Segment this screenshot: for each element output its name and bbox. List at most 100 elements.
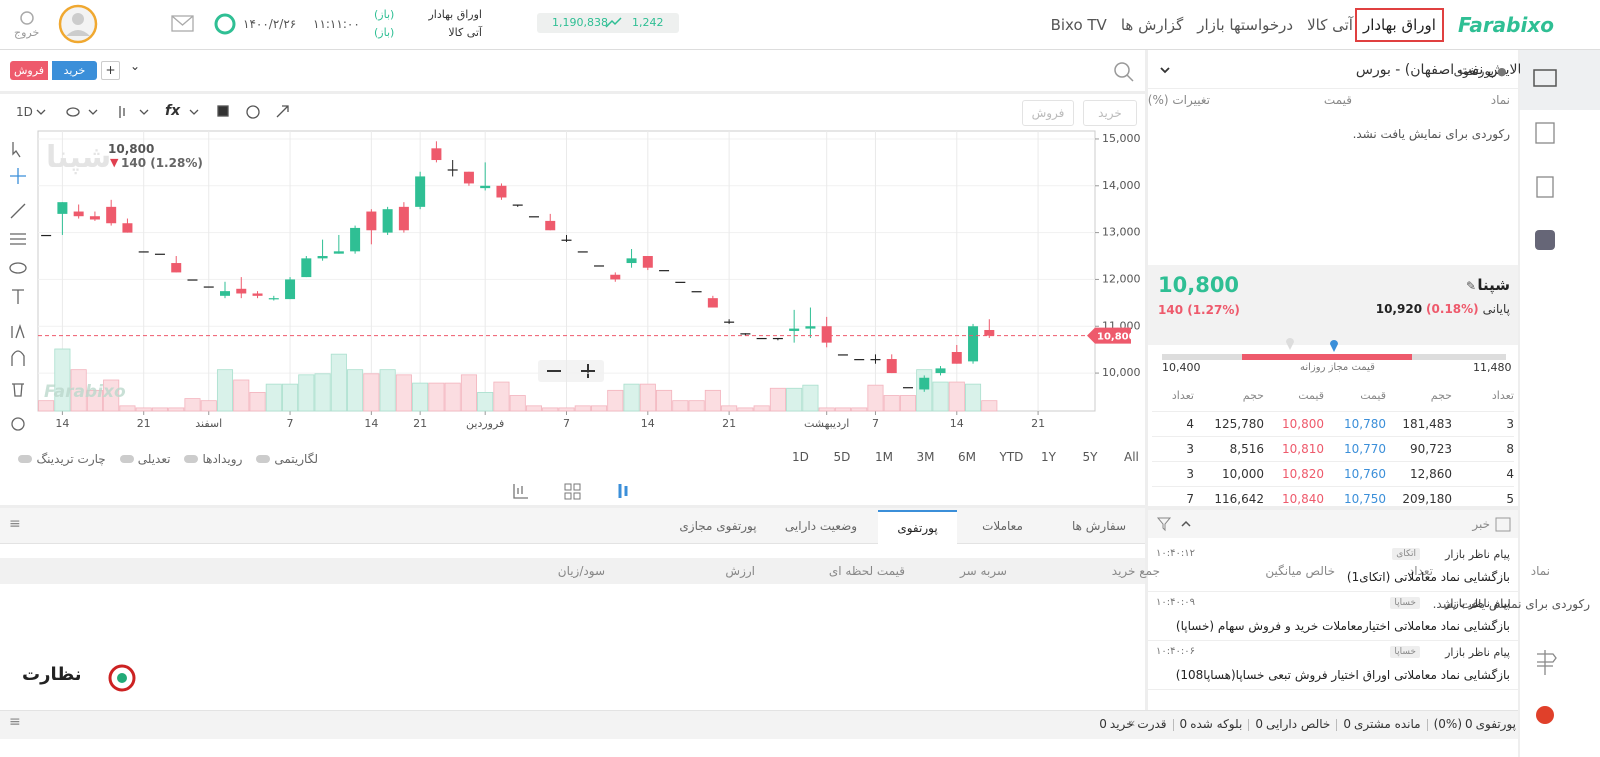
chevron[interactable]: ⌄: [130, 59, 141, 73]
tool-crosshair[interactable]: [10, 168, 26, 184]
zoom-icons[interactable]: [547, 364, 595, 378]
candle-body: [431, 148, 442, 161]
range-button[interactable]: All: [1124, 450, 1139, 464]
news-text[interactable]: بازگشایی نماد معاملاتی اوراق اختیار فروش…: [1175, 668, 1510, 682]
mail-icon[interactable]: [171, 15, 194, 32]
tool-text[interactable]: [12, 289, 24, 304]
menu-icon[interactable]: ≡: [9, 516, 21, 532]
menu-icon[interactable]: ≡: [9, 714, 21, 730]
tool-magnet[interactable]: [11, 350, 25, 366]
tool-measure[interactable]: [11, 323, 25, 339]
news-text[interactable]: بازگشایی نماد معاملاتی (اتکای1): [1346, 570, 1510, 584]
snapshot-icon[interactable]: [246, 105, 260, 119]
volume-bar: [802, 384, 819, 412]
range-button[interactable]: 1M: [875, 450, 893, 464]
buy-button-disabled[interactable]: خرید: [1083, 100, 1137, 126]
status-separator: [1172, 719, 1174, 731]
toolbar-icons[interactable]: [36, 105, 289, 119]
volume-bar: [883, 395, 900, 412]
toggle[interactable]: چارت تریدینگ: [18, 450, 106, 468]
alert-icon[interactable]: [217, 105, 229, 117]
tab[interactable]: سفارش ها: [1071, 519, 1127, 533]
chevrons[interactable]: [36, 109, 199, 115]
nav-item[interactable]: آتی کالا: [1307, 15, 1353, 34]
nav-item[interactable]: اوراق بهادار: [1354, 7, 1444, 42]
volume-bar: [103, 379, 120, 412]
index-box: [537, 13, 679, 33]
search-icon[interactable]: [1112, 60, 1136, 84]
range-button[interactable]: 3M: [916, 450, 935, 464]
tool-line[interactable]: [10, 203, 26, 219]
logout-icon[interactable]: [20, 11, 34, 25]
portfolio-title[interactable]: پورتفوی: [1453, 64, 1494, 78]
candle-body: [415, 176, 426, 207]
drawing-tools[interactable]: [9, 142, 27, 431]
status-item: پورتفوی 0 (0%): [1434, 717, 1516, 731]
toggle-label: چارت تریدینگ: [36, 452, 106, 466]
candle-body: [561, 239, 572, 241]
tool-shape[interactable]: [9, 262, 27, 274]
news-text[interactable]: بازگشایی نماد معاملاتی اختیارمعاملات خری…: [1175, 619, 1510, 633]
candle-body: [854, 359, 865, 361]
news-icons[interactable]: [1156, 514, 1518, 536]
nav-item[interactable]: درخواستها بازار: [1197, 15, 1294, 34]
book-cell: 10,840: [1282, 492, 1324, 506]
time: ۱۱:۱۱:۰۰: [313, 17, 360, 31]
x-tick-label: فروردین: [466, 417, 504, 430]
volume-bar: [119, 405, 136, 412]
logout-label[interactable]: خروج: [14, 26, 40, 39]
candle-body: [73, 211, 84, 217]
toggle[interactable]: تعدیلی: [119, 450, 170, 468]
status-label: مانده مشتری: [1354, 717, 1421, 731]
range-button[interactable]: 1D: [792, 450, 809, 464]
collapse-icon[interactable]: «: [1128, 716, 1136, 730]
range-button[interactable]: 6M: [958, 450, 976, 464]
zoom-controls[interactable]: [538, 360, 604, 382]
tab[interactable]: معاملات: [982, 519, 1023, 533]
fullscreen-icon[interactable]: [276, 105, 289, 118]
low-limit: 10,400: [1162, 361, 1201, 374]
buy-button[interactable]: خرید: [52, 61, 97, 80]
y-tick-label: 12,000: [1102, 272, 1141, 285]
column-header: جمع خرید: [1111, 564, 1160, 578]
sell-button-disabled[interactable]: فروش: [1022, 100, 1074, 126]
toggle[interactable]: رویدادها: [184, 450, 242, 468]
volume-bar: [721, 405, 738, 412]
toggle[interactable]: لگاریتمی: [256, 450, 318, 468]
range-button[interactable]: 5D: [833, 450, 851, 464]
range-button[interactable]: YTD: [999, 450, 1024, 464]
tool-fib[interactable]: [10, 233, 26, 245]
view-switch[interactable]: [500, 478, 640, 504]
eye-icon[interactable]: [66, 107, 80, 117]
tab[interactable]: پورتفوی: [878, 510, 957, 544]
logo[interactable]: Farabixo: [1457, 12, 1554, 37]
side-icons[interactable]: [1520, 50, 1600, 757]
nav-item[interactable]: گزارش ها: [1120, 15, 1184, 34]
status-item: خالص دارایی 0: [1255, 717, 1330, 731]
quote-last: 10,800: [1158, 273, 1240, 297]
volume-bar: [54, 348, 71, 412]
edit-icon[interactable]: ✎: [1466, 279, 1477, 293]
dropdown-chevron[interactable]: [1155, 60, 1175, 80]
indicator-button[interactable]: fx: [165, 103, 181, 119]
tool-pointer[interactable]: [12, 142, 21, 158]
tool-settings[interactable]: [11, 417, 25, 431]
tool-delete[interactable]: [12, 383, 24, 397]
nav-item[interactable]: Bixo TV: [1050, 15, 1107, 34]
candle-body: [935, 368, 946, 374]
volume-bar: [607, 389, 624, 412]
book-header: تعداد: [1171, 389, 1194, 402]
tab[interactable]: پورتفوی مجازی: [679, 519, 757, 533]
interval[interactable]: 1D: [16, 105, 33, 119]
candle-icon[interactable]: [119, 106, 125, 118]
candle-body: [740, 333, 751, 335]
book-cell: 4: [1186, 417, 1194, 431]
tab[interactable]: وضعیت دارایی: [784, 519, 858, 533]
sell-button[interactable]: فروش: [10, 61, 48, 80]
candle-body: [285, 279, 296, 300]
news-source: پیام ناظر بازار: [1445, 646, 1510, 659]
range-button[interactable]: 5Y: [1082, 450, 1098, 464]
add-button[interactable]: +: [101, 61, 120, 80]
range-button[interactable]: 1Y: [1041, 450, 1056, 464]
book-row-line: [1152, 436, 1514, 437]
